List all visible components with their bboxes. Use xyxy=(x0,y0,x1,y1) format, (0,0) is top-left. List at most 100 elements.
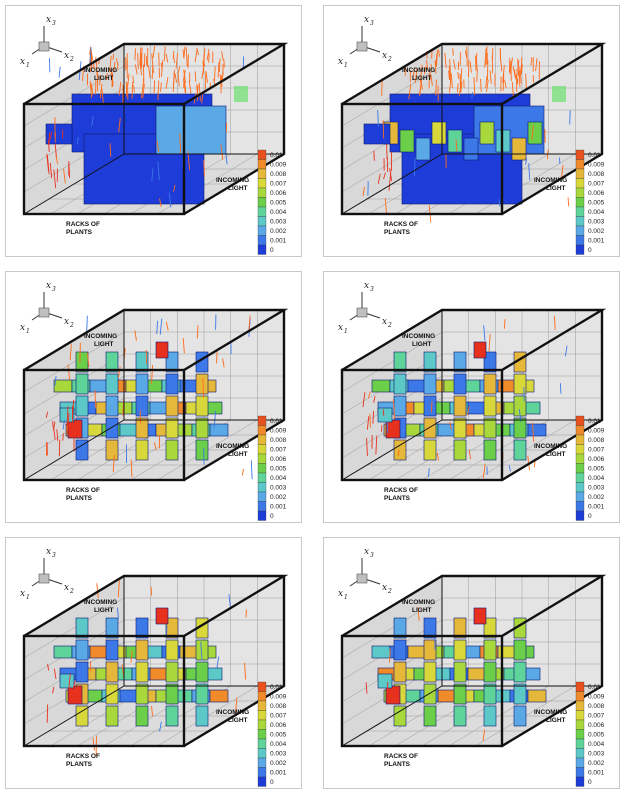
legend-swatch xyxy=(575,434,585,445)
x3-label: x xyxy=(46,281,51,291)
racks-label-line1: RACKS OF xyxy=(384,221,418,228)
particle-track xyxy=(150,586,153,596)
x1-subscript: 1 xyxy=(344,594,348,601)
rack-segment xyxy=(431,121,447,145)
particle-track xyxy=(116,607,119,619)
racks-label-line2: PLANTS xyxy=(66,229,93,236)
legend-swatch xyxy=(257,776,267,787)
particle-track xyxy=(429,70,432,80)
front-face xyxy=(22,102,186,216)
particle-track xyxy=(151,168,154,182)
particle-track xyxy=(449,75,452,93)
rack-post xyxy=(165,395,179,417)
rack-segment xyxy=(59,673,75,689)
legend-value: 0.01 xyxy=(270,152,283,159)
rack-post xyxy=(105,639,119,661)
legend-value: 0.009 xyxy=(588,162,605,169)
particle-track xyxy=(449,59,452,77)
rack-post xyxy=(423,661,437,683)
legend-value: 0.004 xyxy=(270,475,287,482)
top-edges xyxy=(23,308,289,372)
particle-track xyxy=(168,192,172,208)
rack-segment xyxy=(467,401,487,415)
rack-post xyxy=(483,439,497,461)
legend-value: 0.007 xyxy=(270,447,287,454)
legend-value: 0.009 xyxy=(270,162,287,169)
particle-track xyxy=(219,74,222,86)
rack-segment xyxy=(527,423,547,437)
particle-track xyxy=(86,315,88,333)
x1-label: x xyxy=(338,323,343,333)
legend-value: 0.001 xyxy=(270,238,287,245)
incoming-light-side-line1: INCOMING xyxy=(216,709,249,716)
domain-box xyxy=(22,42,289,216)
legend-swatch xyxy=(257,482,267,493)
legend-swatch xyxy=(575,453,585,464)
legend-swatch xyxy=(257,244,267,255)
rack-post xyxy=(393,617,407,639)
particle-track xyxy=(157,161,160,181)
particle-track xyxy=(430,74,433,86)
rack-post xyxy=(513,373,527,395)
x2-subscript: 2 xyxy=(69,56,74,63)
legend-value: 0 xyxy=(588,513,592,520)
legend-swatch xyxy=(575,159,585,170)
x2-label: x xyxy=(382,317,387,327)
particle-track xyxy=(177,66,181,73)
particle-track xyxy=(459,73,462,93)
rack-post xyxy=(75,639,89,661)
legend-value: 0.004 xyxy=(588,209,605,216)
left-wall xyxy=(342,576,442,746)
particle-track xyxy=(68,673,71,691)
x2-subscript: 2 xyxy=(387,588,392,595)
x1-subscript: 1 xyxy=(344,62,348,69)
particle-track xyxy=(414,68,418,84)
particle-track xyxy=(525,73,527,91)
particle-track xyxy=(183,69,186,83)
particle-track xyxy=(489,70,492,84)
legend-swatch xyxy=(575,501,585,512)
particle-track xyxy=(508,465,511,472)
legend-swatch xyxy=(257,168,267,179)
rack-segment xyxy=(155,341,169,359)
particle-track xyxy=(485,46,488,65)
legend-value: 0.009 xyxy=(588,694,605,701)
particle-track xyxy=(86,352,90,367)
incoming-light-side-line2: LIGHT xyxy=(546,185,566,192)
axis-triad: x 3x 2x 1 xyxy=(338,281,392,335)
particle-track xyxy=(485,76,488,88)
legend-swatch xyxy=(575,748,585,759)
x2-label: x xyxy=(64,51,69,61)
rack-segment xyxy=(209,423,229,437)
particle-track xyxy=(519,66,522,84)
particle-track xyxy=(140,61,143,71)
x3-label: x xyxy=(364,15,369,25)
racks-label-line1: RACKS OF xyxy=(384,753,418,760)
rack-segment xyxy=(67,419,83,439)
legend-swatch xyxy=(257,197,267,208)
legend-value: 0.003 xyxy=(588,219,605,226)
incoming-light-top-line2: LIGHT xyxy=(412,75,432,82)
rack-post xyxy=(195,661,209,683)
axis-cube xyxy=(356,41,368,52)
rack-post xyxy=(195,395,209,417)
light-source-patch xyxy=(552,86,566,102)
particle-track xyxy=(460,81,463,93)
incoming-light-side-line1: INCOMING xyxy=(534,709,567,716)
particle-track xyxy=(530,57,533,66)
legend-swatch xyxy=(575,187,585,198)
rack-post xyxy=(165,617,179,639)
particle-track xyxy=(159,318,163,335)
particle-track xyxy=(68,686,72,703)
legend-value: 0.008 xyxy=(588,437,605,444)
particle-track xyxy=(234,697,238,717)
legend-value: 0.006 xyxy=(588,190,605,197)
light-particle-tracks xyxy=(45,314,253,480)
racks-label-line1: RACKS OF xyxy=(66,753,100,760)
legend-swatch xyxy=(575,415,585,426)
top-edges xyxy=(341,574,607,638)
particle-track xyxy=(66,413,70,434)
legend-value: 0.001 xyxy=(270,504,287,511)
rack-post xyxy=(393,639,407,661)
